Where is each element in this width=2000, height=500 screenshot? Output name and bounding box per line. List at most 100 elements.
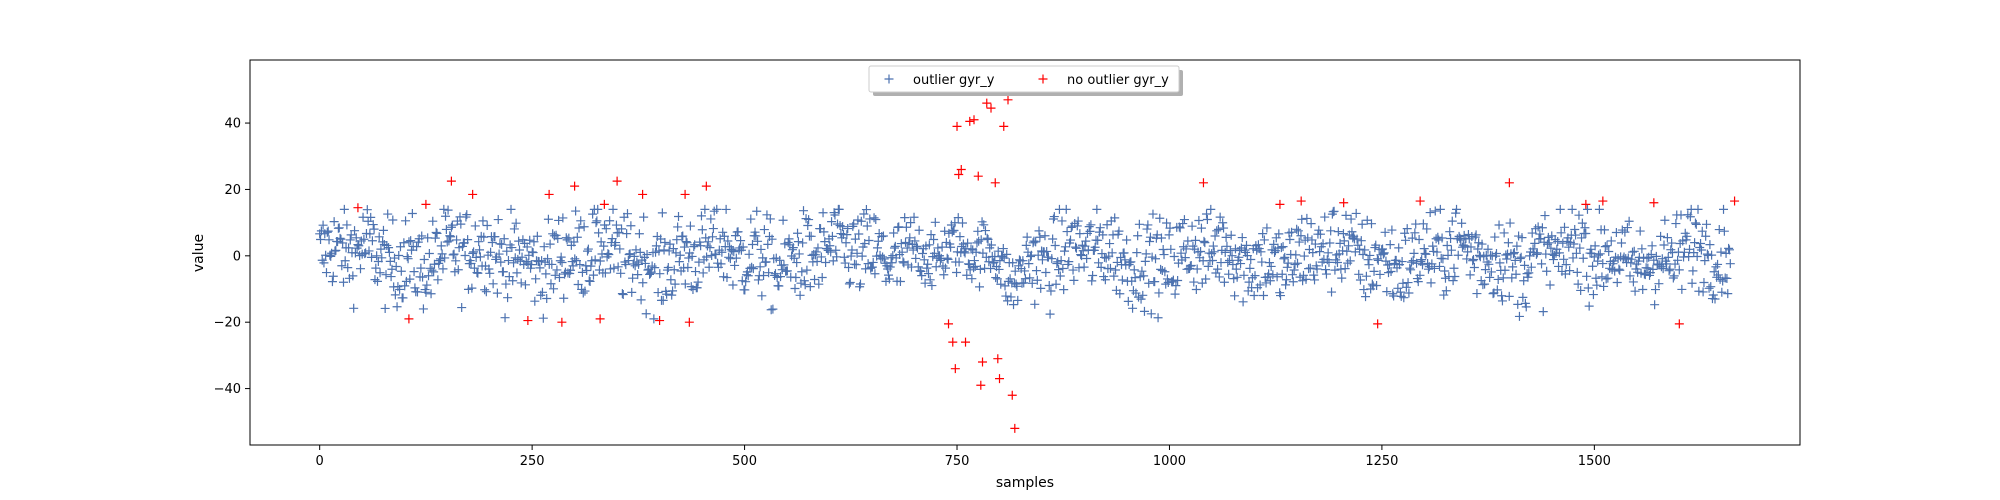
outlier-point (958, 239, 968, 249)
outlier-point (847, 245, 857, 255)
outlier-point (1642, 253, 1652, 263)
outlier-point (1115, 289, 1125, 299)
outlier-point (767, 234, 777, 244)
outlier-point (1438, 254, 1448, 264)
outlier-point (810, 274, 820, 284)
outlier-point (1510, 255, 1520, 265)
outlier-point (1058, 264, 1068, 273)
no-outlier-point (1649, 198, 1659, 208)
outlier-point (856, 216, 866, 226)
outlier-point (940, 263, 950, 273)
outlier-point (1447, 216, 1457, 226)
outlier-point (638, 278, 648, 288)
outlier-point (645, 268, 655, 278)
outlier-point (447, 220, 457, 230)
no-outlier-point (523, 316, 533, 326)
outlier-point (811, 247, 821, 257)
outlier-point (463, 235, 473, 245)
outlier-point (446, 232, 456, 242)
outlier-point (924, 240, 934, 250)
outlier-point (571, 206, 581, 216)
no-outlier-point (1007, 390, 1017, 400)
outlier-point (1634, 252, 1644, 262)
outlier-point (723, 236, 733, 246)
outlier-point (1389, 291, 1399, 301)
no-outlier-point (954, 170, 964, 180)
outlier-point (1469, 262, 1479, 272)
outlier-point (1049, 212, 1059, 222)
outlier-point (1379, 248, 1389, 258)
outlier-point (429, 267, 439, 277)
outlier-point (491, 254, 501, 264)
outlier-point (1268, 270, 1278, 280)
outlier-point (724, 252, 734, 262)
outlier-point (1005, 274, 1015, 284)
outlier-point (1369, 266, 1379, 276)
outlier-point (615, 244, 625, 254)
outlier-point (1580, 223, 1590, 233)
no-outlier-point (468, 189, 478, 199)
outlier-point (1502, 254, 1512, 264)
outlier-point (1511, 269, 1521, 279)
outlier-point (1112, 257, 1122, 267)
outlier-point (626, 221, 636, 231)
outlier-point (982, 233, 992, 243)
outlier-point (750, 227, 760, 237)
outlier-point (967, 274, 977, 284)
outlier-point (909, 212, 919, 222)
outlier-point (708, 232, 718, 242)
outlier-point (887, 258, 897, 268)
outlier-point (1245, 263, 1255, 273)
outlier-point (1606, 236, 1616, 246)
outlier-point (1340, 264, 1350, 274)
outlier-point (639, 212, 649, 222)
outlier-point (1428, 241, 1438, 251)
outlier-point (1071, 242, 1081, 252)
outlier-point (377, 253, 387, 263)
outlier-point (1658, 264, 1668, 274)
outlier-point (1575, 243, 1585, 253)
outlier-point (798, 206, 808, 216)
outlier-point (1576, 285, 1586, 295)
outlier-point (1107, 248, 1117, 258)
no-outlier-point (965, 116, 975, 126)
outlier-point (747, 240, 757, 250)
outlier-point (866, 263, 876, 273)
outlier-point (1159, 250, 1169, 260)
outlier-point (1472, 289, 1482, 299)
outlier-point (685, 221, 695, 231)
outlier-point (1013, 295, 1023, 305)
outlier-point (851, 260, 861, 270)
outlier-point (680, 279, 690, 289)
outlier-point (550, 270, 560, 280)
outlier-point (412, 287, 422, 297)
outlier-point (901, 222, 911, 232)
outlier-point (1338, 229, 1348, 239)
outlier-point (1491, 248, 1501, 258)
outlier-point (1339, 236, 1349, 246)
outlier-point (1139, 271, 1149, 281)
outlier-point (1411, 219, 1421, 229)
legend-marker-no-outlier (1038, 74, 1048, 84)
no-outlier-point (655, 316, 665, 326)
outlier-point (1246, 254, 1256, 264)
outlier-point (1701, 231, 1711, 241)
outlier-point (1315, 247, 1325, 257)
outlier-point (1452, 204, 1462, 214)
outlier-point (446, 222, 456, 232)
outlier-point (1628, 277, 1638, 287)
outlier-point (690, 240, 700, 250)
outlier-point (1232, 272, 1242, 282)
outlier-point (1490, 232, 1500, 242)
outlier-point (1269, 239, 1279, 249)
outlier-point (1719, 226, 1729, 236)
outlier-point (1324, 257, 1334, 267)
outlier-point (1287, 270, 1297, 280)
outlier-point (1228, 260, 1238, 270)
outlier-point (404, 237, 414, 247)
outlier-point (564, 233, 574, 243)
outlier-point (323, 226, 333, 236)
outlier-point (953, 213, 963, 223)
outlier-point (622, 209, 632, 219)
outlier-point (1646, 249, 1656, 259)
